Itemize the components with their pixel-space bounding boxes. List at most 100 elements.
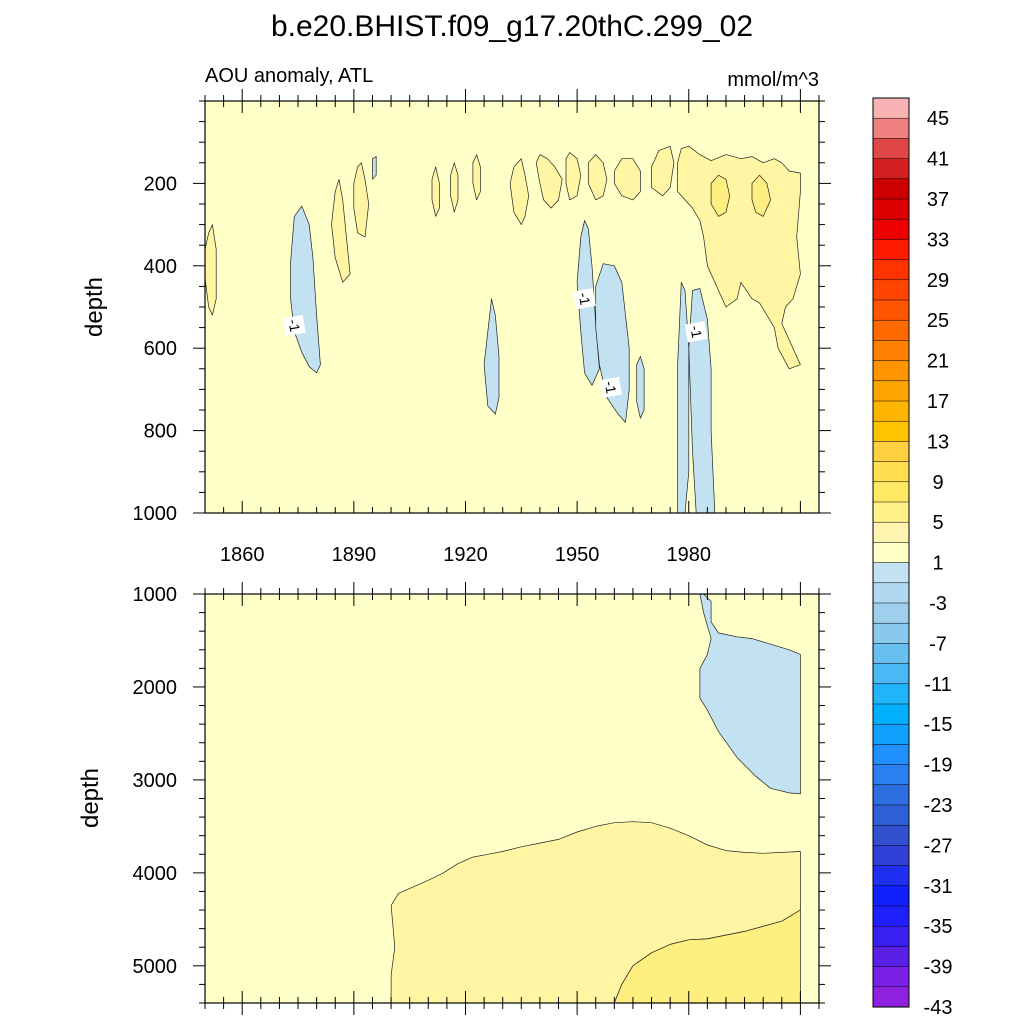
chart-title: b.e20.BHIST.f09_g17.20thC.299_02	[271, 10, 753, 43]
colorbar-label: -31	[924, 876, 953, 898]
colorbar-label: 33	[927, 229, 949, 251]
x-tick-label: 1950	[555, 544, 600, 566]
colorbar-label: -23	[924, 795, 953, 817]
colorbar-swatch-33	[872, 764, 910, 786]
colorbar-swatch-9	[872, 279, 910, 301]
colorbar-swatch-6	[872, 218, 910, 240]
lower-y-tick-label: 1000	[133, 584, 178, 606]
contour-label-box-2	[599, 376, 623, 398]
colorbar-swatch-31	[872, 723, 910, 745]
lower-y-tick-label: 3000	[133, 770, 178, 792]
lower-y-tick-label: 5000	[133, 956, 178, 978]
colorbar-label: 17	[927, 391, 949, 413]
colorbar-label: 41	[927, 149, 949, 171]
contour-label-box-1	[573, 288, 596, 310]
upper-contour-region-13	[472, 154, 481, 201]
x-tick-label: 1920	[443, 544, 488, 566]
colorbar-swatch-4	[872, 178, 910, 200]
colorbar-swatch-27	[872, 643, 910, 665]
upper-contour-region-4	[636, 356, 645, 419]
upper-y-tick-label: 400	[144, 256, 177, 278]
x-tick-label: 1860	[220, 544, 265, 566]
upper-contour-region-12	[450, 162, 459, 213]
colorbar-swatch-30	[872, 703, 910, 725]
colorbar-swatch-44	[872, 986, 910, 1008]
colorbar-label: -27	[924, 835, 953, 857]
x-tick-label: 1980	[667, 544, 712, 566]
colorbar-label: -15	[924, 714, 953, 736]
colorbar-swatch-43	[872, 966, 910, 988]
colorbar-swatch-3	[872, 158, 910, 180]
colorbar-swatch-35	[872, 804, 910, 826]
lower-y-axis-label: depth	[77, 768, 104, 828]
colorbar-label: 21	[927, 351, 949, 373]
colorbar-swatch-23	[872, 562, 910, 584]
colorbar-swatch-29	[872, 683, 910, 705]
contour-label-box-0	[282, 314, 306, 337]
colorbar-swatch-40	[872, 905, 910, 927]
lower-y-tick-label: 4000	[133, 863, 178, 885]
colorbar-swatch-41	[872, 925, 910, 947]
colorbar-swatch-2	[872, 138, 910, 160]
upper-contour-region-7	[372, 156, 377, 180]
upper-contour-region-21	[710, 174, 731, 217]
colorbar-swatch-15	[872, 400, 910, 422]
colorbar-swatch-8	[872, 259, 910, 281]
upper-y-tick-label: 200	[144, 173, 177, 195]
colorbar-swatch-28	[872, 663, 910, 685]
chart-units-label: mmol/m^3	[727, 69, 819, 91]
colorbar-label: 1	[932, 553, 943, 575]
colorbar-label: -43	[924, 997, 953, 1019]
colorbar-swatch-37	[872, 845, 910, 867]
colorbar-swatch-12	[872, 340, 910, 362]
lower-contour-region-2	[613, 909, 801, 1003]
colorbar-swatch-36	[872, 824, 910, 846]
colorbar-label: 29	[927, 270, 949, 292]
colorbar-label: -35	[924, 916, 953, 938]
contour-label-1: -1	[576, 291, 594, 306]
contour-label-0: -1	[285, 318, 303, 333]
upper-contour-region-18	[613, 158, 641, 201]
upper-contour-region-8	[205, 224, 217, 316]
upper-contour-region-19	[651, 145, 675, 197]
colorbar-label: -3	[929, 593, 947, 615]
upper-axis-ticks: 1860 1890 1920 1950 1980 200 400 600 800 1000	[133, 89, 831, 566]
upper-panel: -1 -1 -1 -1 1860 1890 1920 1950 1980 200 400 600 80…	[81, 89, 831, 566]
upper-contour-labels: -1 -1 -1 -1	[282, 288, 708, 398]
colorbar-swatch-39	[872, 885, 910, 907]
upper-contour-region-15	[535, 154, 563, 209]
lower-panel: 1000 2000 3000 4000 5000 depth	[77, 582, 831, 1015]
colorbar-label: 45	[927, 108, 949, 130]
colorbar-swatch-10	[872, 299, 910, 321]
upper-contour-region-3	[483, 298, 500, 415]
colorbar-label: -7	[929, 633, 947, 655]
colorbar-swatch-0	[872, 97, 910, 119]
upper-y-tick-label: 600	[144, 338, 177, 360]
upper-contour-regions	[205, 145, 801, 513]
colorbar-label: 9	[932, 472, 943, 494]
colorbar-swatch-17	[872, 441, 910, 463]
upper-contour-region-10	[353, 162, 370, 238]
contour-label-box-3	[684, 321, 708, 343]
colorbar-swatch-20	[872, 501, 910, 523]
contour-label-2: -1	[602, 380, 620, 395]
upper-y-tick-label: 1000	[133, 503, 178, 525]
upper-contour-region-9	[331, 178, 351, 283]
colorbar-label: 37	[927, 189, 949, 211]
colorbar-swatch-38	[872, 865, 910, 887]
colorbar-label: -19	[924, 755, 953, 777]
upper-contour-region-6	[688, 288, 716, 513]
colorbar-label: 5	[932, 512, 943, 534]
x-tick-label: 1890	[332, 544, 377, 566]
lower-y-tick-label: 2000	[133, 677, 178, 699]
colorbar-swatch-22	[872, 542, 910, 564]
colorbar-label: 13	[927, 431, 949, 453]
colorbar-swatch-34	[872, 784, 910, 806]
colorbar-swatch-19	[872, 481, 910, 503]
colorbar-swatch-26	[872, 622, 910, 644]
upper-contour-region-22	[751, 174, 771, 217]
colorbar-swatch-7	[872, 239, 910, 261]
lower-contour-regions	[390, 594, 801, 1003]
upper-contour-region-11	[431, 166, 440, 217]
